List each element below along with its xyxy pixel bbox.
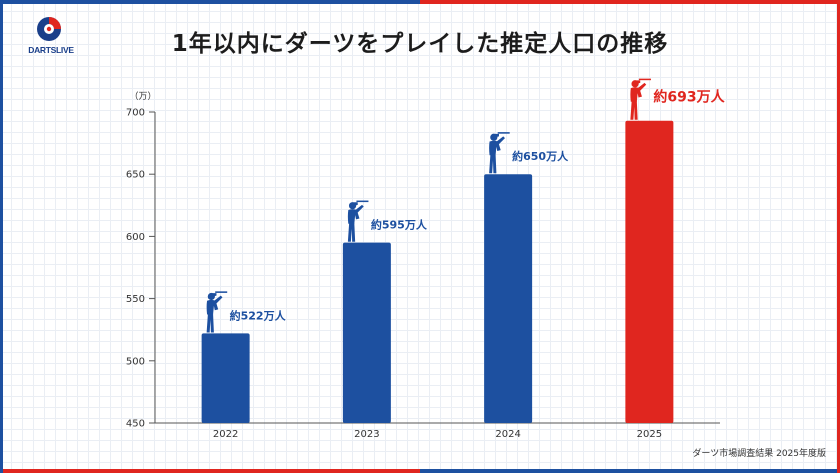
- dart-player-icon: [630, 78, 651, 120]
- top-border-blue: [0, 0, 420, 4]
- y-tick-label: 600: [126, 232, 145, 243]
- y-tick-label: 650: [126, 170, 145, 181]
- bottom-border-blue: [420, 469, 840, 473]
- bar: [342, 242, 391, 423]
- y-tick-label: 450: [126, 419, 145, 430]
- x-tick-label: 2025: [637, 429, 662, 440]
- dartslive-logo-icon: [37, 17, 61, 41]
- dart-player-icon: [206, 291, 228, 333]
- chart-title: 1年以内にダーツをプレイした推定人口の推移: [171, 31, 669, 57]
- x-tick-label: 2022: [213, 429, 238, 440]
- bar: [201, 333, 250, 423]
- data-label: 約650万人: [512, 149, 569, 163]
- x-tick-label: 2024: [495, 429, 520, 440]
- top-border-red: [420, 0, 840, 4]
- bottom-border-red: [0, 469, 420, 473]
- bar: [625, 120, 674, 423]
- data-label: 約693万人: [653, 89, 725, 106]
- right-border: [837, 0, 840, 473]
- brand-name: DARTSLIVE: [28, 45, 74, 55]
- y-tick-label: 700: [126, 108, 145, 119]
- x-tick-label: 2023: [354, 429, 379, 440]
- dartslive-logo: DARTSLIVE: [22, 16, 80, 56]
- data-label: 約595万人: [371, 218, 428, 232]
- y-axis-unit: （万）: [129, 91, 156, 102]
- dart-player-icon: [489, 132, 510, 174]
- left-border: [0, 0, 3, 473]
- y-tick-label: 500: [126, 356, 145, 367]
- data-label: 約522万人: [230, 308, 287, 322]
- bar: [484, 174, 533, 423]
- dart-player-icon: [347, 200, 369, 242]
- source-note: ダーツ市場調査結果 2025年度版: [692, 449, 826, 459]
- y-tick-label: 550: [126, 294, 145, 305]
